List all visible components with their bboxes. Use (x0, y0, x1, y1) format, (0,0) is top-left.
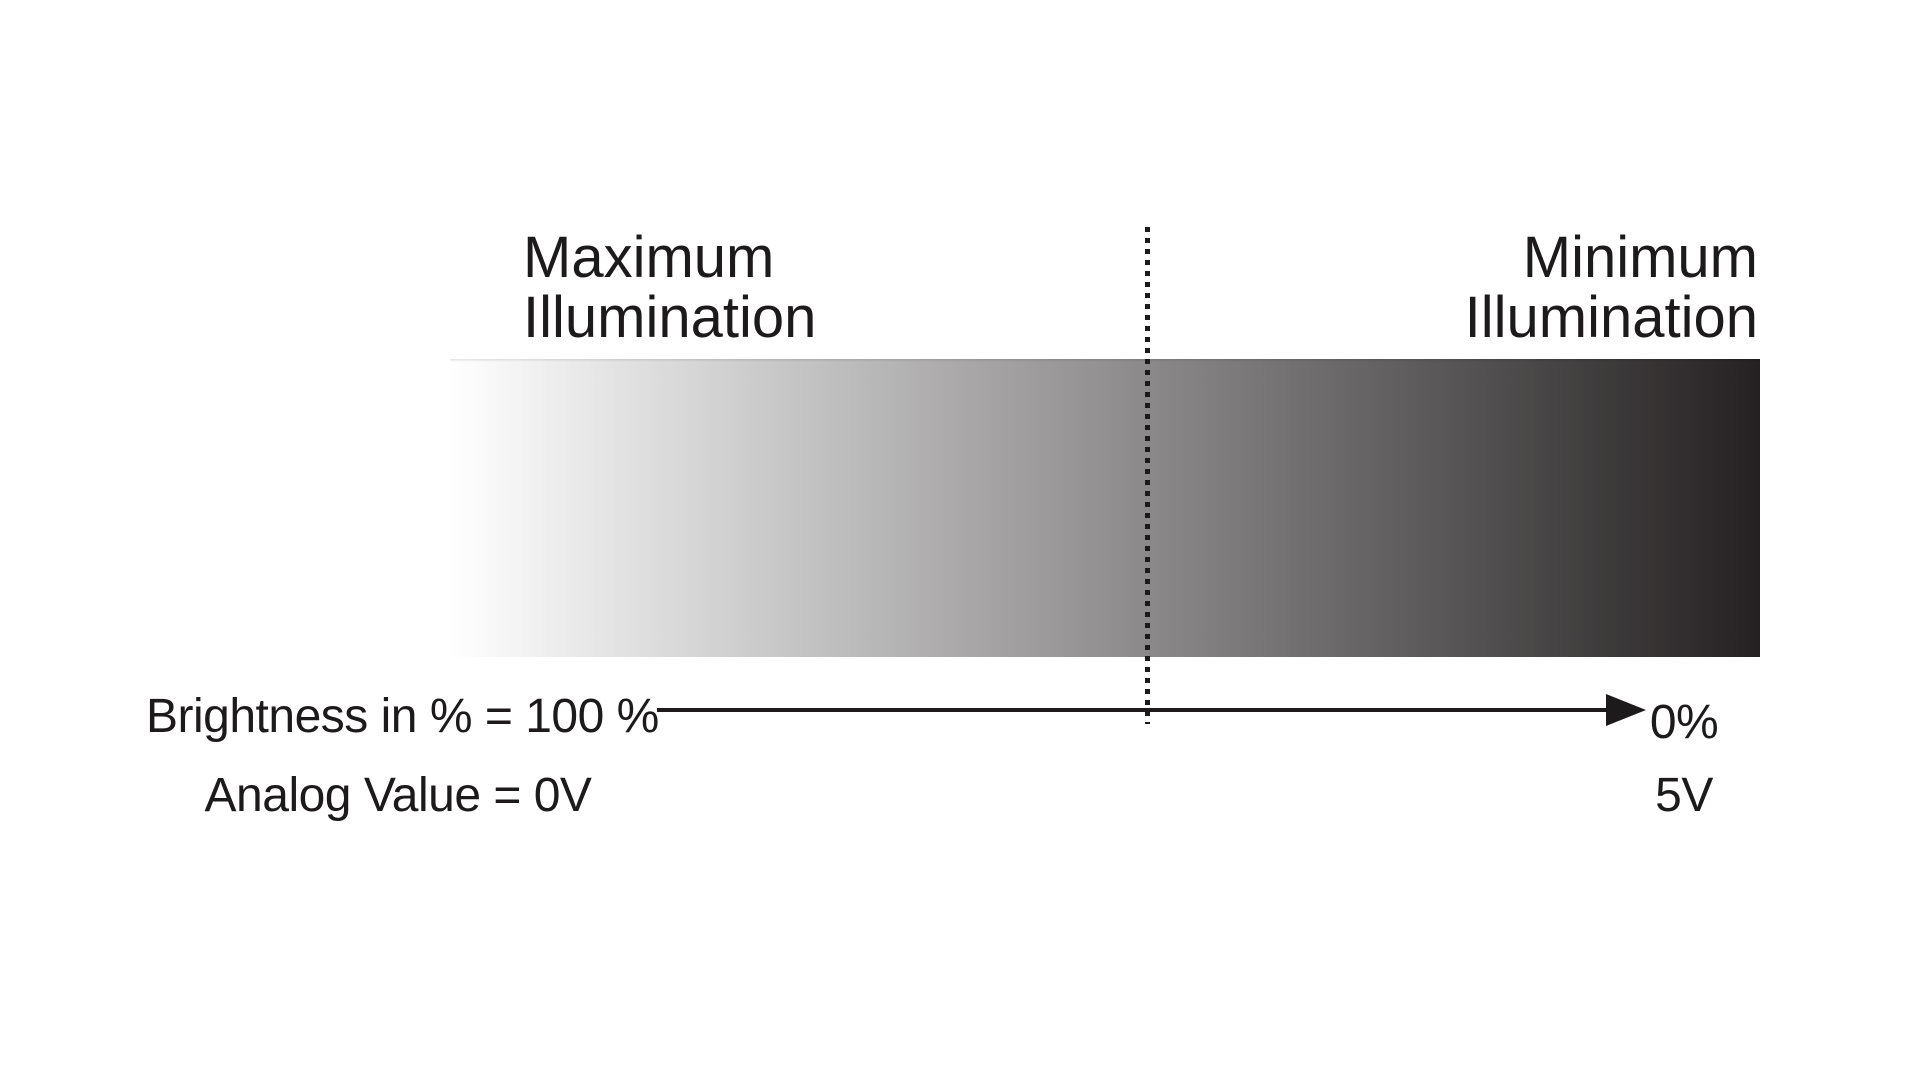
minimum-illumination-line2: Illumination (1464, 285, 1758, 350)
analog-end-label: 5V (1655, 769, 1713, 822)
brightness-start-label: Brightness in % = 100 % (146, 690, 659, 743)
maximum-illumination-label: Maximum Illumination (523, 228, 816, 348)
maximum-illumination-line2: Illumination (523, 285, 817, 350)
midpoint-dotted-line (1145, 227, 1150, 724)
minimum-illumination-label: Minimum Illumination (1465, 228, 1758, 348)
analog-start-label: Analog Value = 0V (204, 769, 592, 822)
minimum-illumination-line1: Minimum (1522, 225, 1758, 290)
brightness-axis-line (657, 708, 1608, 712)
brightness-gradient-bar (450, 359, 1760, 657)
brightness-axis-arrowhead-icon (1606, 694, 1646, 726)
brightness-end-label: 0% (1649, 696, 1719, 749)
maximum-illumination-line1: Maximum (523, 225, 775, 290)
